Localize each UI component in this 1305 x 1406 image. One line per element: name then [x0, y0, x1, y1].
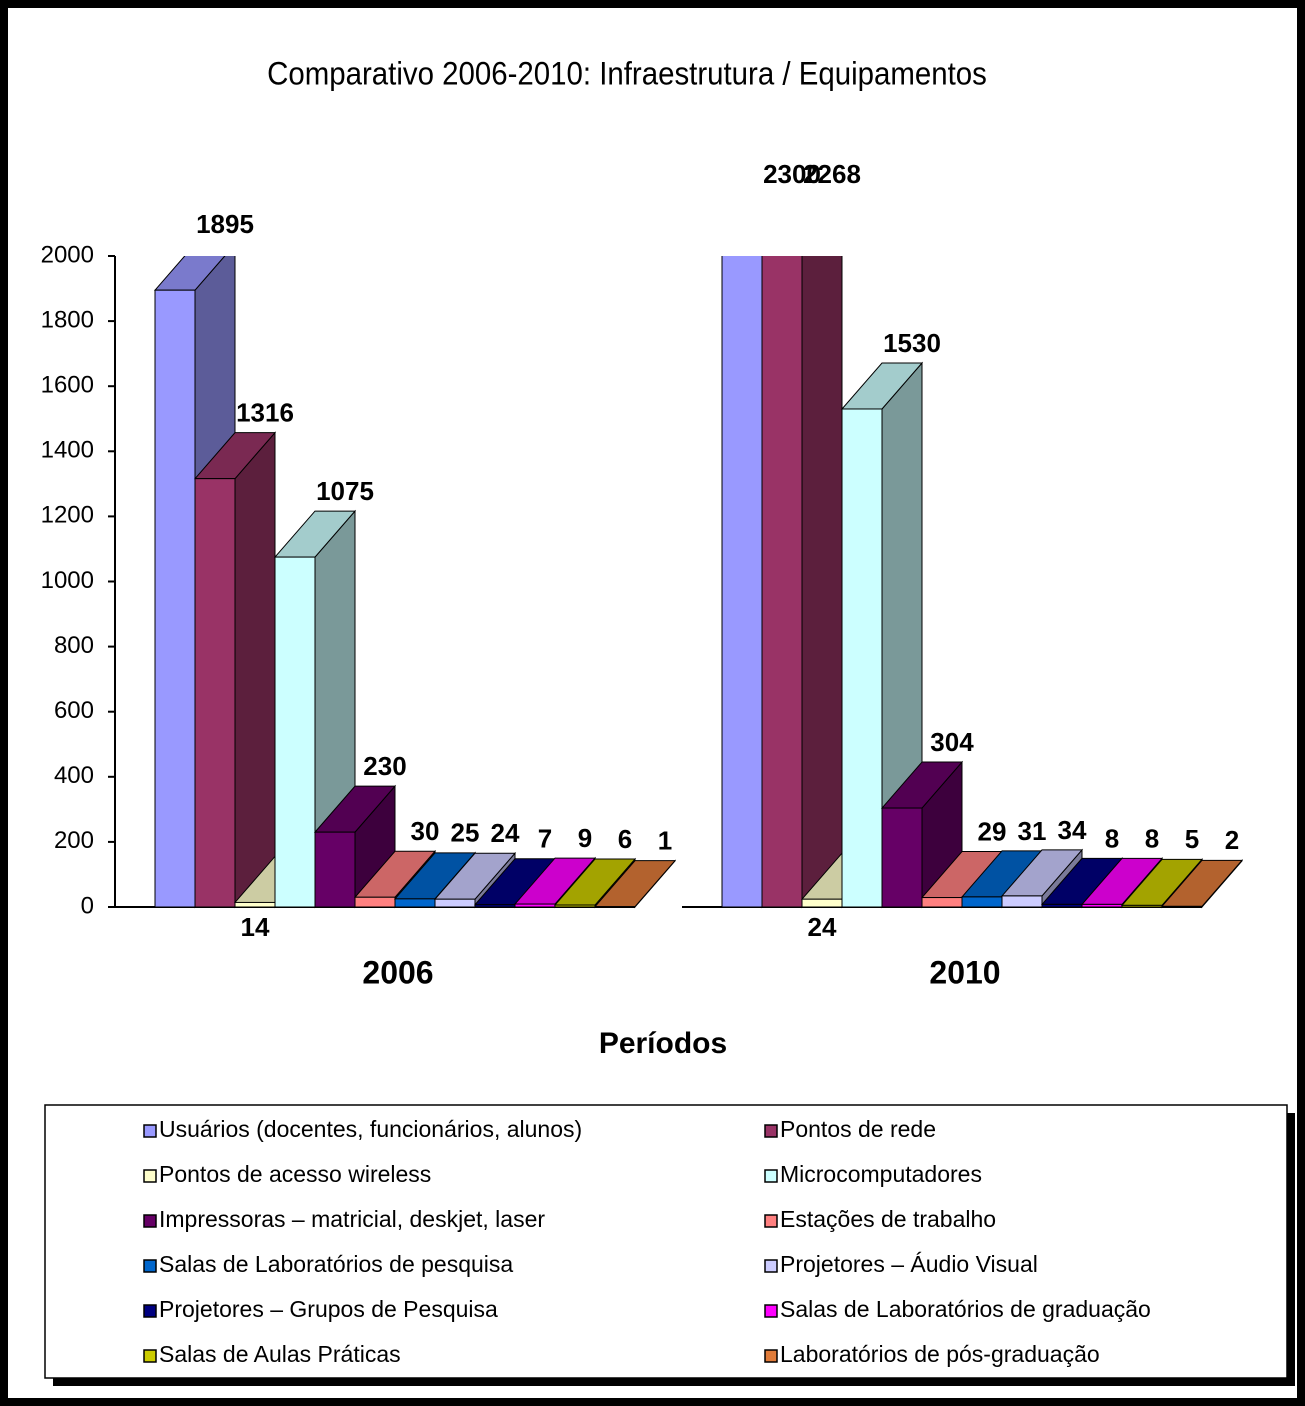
bar [840, 361, 924, 909]
y-tick-label: 1600 [41, 372, 94, 399]
legend-swatch [764, 1349, 778, 1363]
bar [761, 256, 843, 909]
legend-swatch [143, 1214, 157, 1228]
bar-front [921, 897, 963, 908]
bar-front [761, 256, 803, 908]
legend-label: Laboratórios de pós-graduação [780, 1341, 1100, 1367]
bar-front [434, 898, 476, 908]
bar-front [274, 556, 316, 908]
bar-front [514, 903, 556, 908]
legend-swatch [764, 1214, 778, 1228]
bar-front [474, 904, 516, 908]
bar-side [234, 431, 276, 909]
data-label: 24 [491, 818, 520, 848]
data-label: 14 [241, 912, 270, 942]
bar-group [153, 256, 677, 909]
bar [193, 431, 277, 909]
bar-front [1041, 903, 1083, 908]
y-tick-label: 0 [81, 892, 94, 919]
bar [313, 784, 397, 909]
bar-front [1161, 905, 1203, 908]
y-tick-label: 400 [54, 762, 94, 789]
legend-swatch [143, 1124, 157, 1138]
legend-swatch [143, 1169, 157, 1183]
legend-swatch [143, 1349, 157, 1363]
x-tick-label: 2010 [929, 954, 1000, 990]
legend-label: Microcomputadores [780, 1161, 982, 1187]
data-label: 8 [1145, 823, 1159, 853]
bar-front [961, 896, 1003, 908]
data-label: 6 [618, 824, 632, 854]
legend-label: Salas de Laboratórios de pesquisa [159, 1251, 513, 1277]
legend-swatch [764, 1169, 778, 1183]
data-label: 2 [1225, 825, 1239, 855]
bar-front [841, 408, 883, 908]
legend-label: Pontos de acesso wireless [159, 1161, 431, 1187]
y-tick-label: 1800 [41, 306, 94, 333]
legend-label: Salas de Aulas Práticas [159, 1341, 401, 1367]
data-label: 230 [363, 751, 406, 781]
bar-front [394, 898, 436, 908]
data-label: 25 [451, 818, 480, 848]
legend-label: Salas de Laboratórios de graduação [780, 1296, 1151, 1322]
data-label: 1895 [196, 209, 254, 239]
bar-front [721, 256, 763, 908]
data-label: 1075 [316, 476, 374, 506]
legend-swatch [143, 1259, 157, 1273]
data-label: 1 [658, 826, 672, 856]
bar [1160, 859, 1244, 909]
y-tick-label: 1000 [41, 567, 94, 594]
data-label: 8 [1105, 823, 1119, 853]
data-label: 30 [411, 816, 440, 846]
bar-front [314, 831, 356, 908]
data-label: 304 [930, 727, 974, 757]
legend-swatch [764, 1259, 778, 1273]
y-tick-label: 2000 [41, 241, 94, 268]
bar-front [354, 896, 396, 908]
y-tick-label: 600 [54, 697, 94, 724]
legend-label: Usuários (docentes, funcionários, alunos… [159, 1116, 582, 1142]
data-label: 1530 [883, 328, 941, 358]
bar [593, 859, 677, 909]
data-label: 29 [978, 816, 1007, 846]
legend-label: Projetores – Grupos de Pesquisa [159, 1296, 498, 1322]
data-label: 31 [1018, 816, 1047, 846]
legend-label: Estações de trabalho [780, 1206, 996, 1232]
legend-swatch [764, 1304, 778, 1318]
legend-swatch [764, 1124, 778, 1138]
data-label: 2300 [763, 159, 821, 189]
bar-front [1121, 904, 1163, 908]
legend-label: Pontos de rede [780, 1116, 936, 1142]
data-label: 24 [808, 912, 837, 942]
bar-front [1001, 895, 1043, 908]
legend [44, 1104, 1288, 1379]
bar-group [721, 256, 1244, 909]
y-tick-label: 1200 [41, 502, 94, 529]
bar-front [881, 807, 923, 908]
data-label: 34 [1058, 815, 1087, 845]
y-tick-label: 1400 [41, 437, 94, 464]
y-tick-label: 200 [54, 827, 94, 854]
data-label: 1316 [236, 398, 294, 428]
data-label: 5 [1185, 824, 1199, 854]
bar-front [234, 901, 276, 908]
chart-title: Comparativo 2006-2010: Infraestrutura / … [267, 55, 987, 91]
data-label: 7 [538, 824, 552, 854]
bar-front [154, 289, 196, 908]
legend-swatch [143, 1304, 157, 1318]
bar-front [801, 898, 843, 908]
bar-front [1081, 903, 1123, 908]
data-label: 9 [578, 823, 592, 853]
data-label: 2268 [803, 159, 861, 189]
x-tick-label: 2006 [362, 954, 433, 990]
legend-label: Projetores – Áudio Visual [780, 1251, 1038, 1277]
x-axis-title: Períodos [599, 1027, 727, 1060]
y-tick-label: 800 [54, 632, 94, 659]
bar-front [554, 904, 596, 908]
bar-front [194, 478, 236, 908]
legend-label: Impressoras – matricial, deskjet, laser [159, 1206, 545, 1232]
